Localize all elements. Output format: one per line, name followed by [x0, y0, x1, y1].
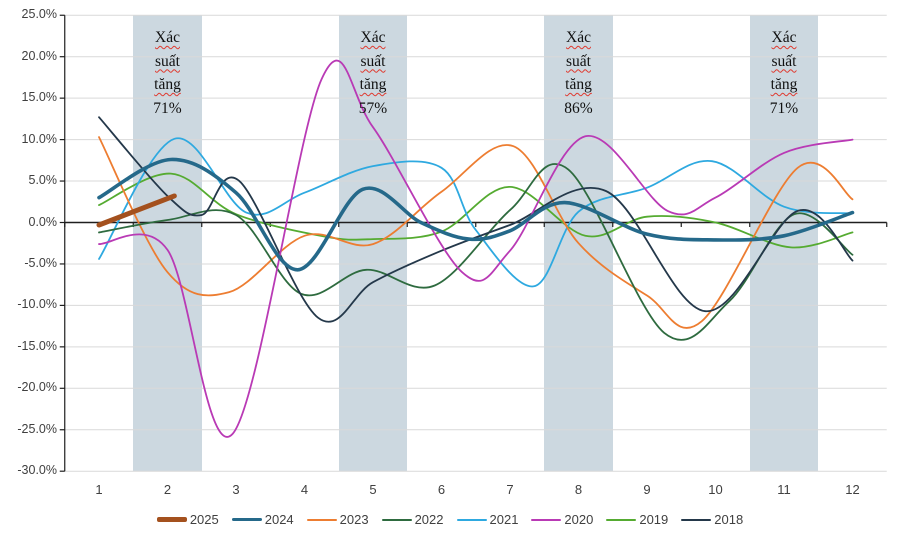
legend-swatch-2021	[456, 518, 487, 521]
legend-label: 2020	[564, 512, 594, 527]
y-axis-label: 20.0%	[21, 48, 57, 63]
band-probability: 71%	[153, 99, 182, 117]
y-axis-label: -15.0%	[17, 338, 57, 353]
x-axis-label: 7	[506, 482, 514, 498]
band-label-word: suất	[360, 52, 386, 70]
band-label: Xác suất tăng 71%	[750, 26, 819, 120]
x-axis-label: 1	[95, 482, 103, 498]
x-axis-label: 9	[643, 482, 651, 498]
band-label-word: suất	[566, 52, 591, 70]
band-probability: 86%	[564, 99, 593, 117]
x-axis-label: 3	[232, 482, 240, 498]
series-line-2024	[97, 157, 855, 272]
legend-swatch-2023	[306, 518, 337, 521]
y-axis-label: 0.0%	[28, 214, 58, 229]
band-label-word: Xác	[155, 29, 180, 46]
x-axis-label: 10	[708, 482, 723, 498]
y-axis-label: 25.0%	[21, 7, 57, 22]
legend-label: 2022	[414, 512, 444, 527]
legend-swatch-2022	[381, 518, 412, 521]
legend-label: 2018	[714, 512, 744, 527]
series-line-2025	[96, 193, 177, 228]
band-label: Xác suất tăng 86%	[544, 26, 613, 120]
legend-item-2018: 2018	[681, 512, 743, 527]
chart-legend: 2025 2024 2023 2022 2021 2020 2019 2018	[0, 512, 900, 527]
band-label-word: suất	[155, 52, 180, 70]
legend-label: 2025	[189, 512, 219, 527]
legend-swatch-2020	[531, 518, 562, 521]
band-label-word: suất	[771, 52, 797, 70]
y-axis-label: -30.0%	[17, 463, 57, 478]
y-axis-label: -20.0%	[17, 380, 57, 395]
band-label: Xác suất tăng 57%	[339, 26, 408, 120]
x-axis-label: 12	[845, 482, 860, 498]
y-axis-label: 10.0%	[21, 131, 57, 146]
legend-item-2019: 2019	[606, 512, 668, 527]
series-line-2022	[98, 163, 854, 341]
series-line-2020	[98, 59, 854, 438]
band-label-word: tăng	[565, 76, 592, 93]
band-label-word: Xác	[360, 29, 386, 46]
y-axis-label: 15.0%	[21, 90, 57, 105]
band-label-word: tăng	[154, 76, 181, 93]
legend-swatch-2024	[231, 517, 262, 522]
legend-label: 2021	[489, 512, 519, 527]
x-axis-label: 8	[574, 482, 583, 498]
band-label-word: tăng	[359, 76, 387, 93]
probability-band	[749, 15, 819, 472]
legend-item-2024: 2024	[231, 512, 294, 527]
series-line-2019	[98, 172, 854, 249]
y-axis-label: 5.0%	[28, 173, 58, 188]
legend-swatch-2019	[606, 518, 637, 521]
y-axis-label: -10.0%	[17, 297, 57, 312]
y-axis-label: -5.0%	[24, 255, 57, 270]
legend-swatch-2025	[156, 517, 187, 522]
x-axis-label: 2	[163, 482, 172, 498]
legend-label: 2023	[339, 512, 369, 527]
x-axis-label: 11	[777, 482, 791, 498]
legend-item-2022: 2022	[381, 512, 444, 527]
band-label-word: Xác	[771, 29, 797, 46]
legend-label: 2019	[639, 512, 669, 527]
x-axis-label: 6	[437, 482, 446, 498]
band-label: Xác suất tăng 71%	[133, 26, 202, 120]
band-probability: 71%	[769, 99, 799, 117]
band-probability: 57%	[358, 99, 388, 117]
legend-swatch-2018	[681, 518, 712, 521]
legend-item-2025: 2025	[156, 512, 219, 527]
band-label-word: tăng	[770, 76, 798, 93]
band-label-word: Xác	[566, 29, 591, 46]
probability-band	[133, 15, 202, 472]
x-axis-label: 5	[369, 482, 377, 498]
legend-item-2023: 2023	[306, 512, 369, 527]
legend-item-2021: 2021	[456, 512, 519, 527]
x-axis-label: 4	[300, 482, 309, 498]
legend-item-2020: 2020	[531, 512, 593, 527]
series-line-2023	[98, 136, 854, 329]
legend-label: 2024	[264, 512, 294, 527]
series-line-2018	[98, 116, 854, 323]
y-axis-label: -25.0%	[17, 421, 57, 436]
